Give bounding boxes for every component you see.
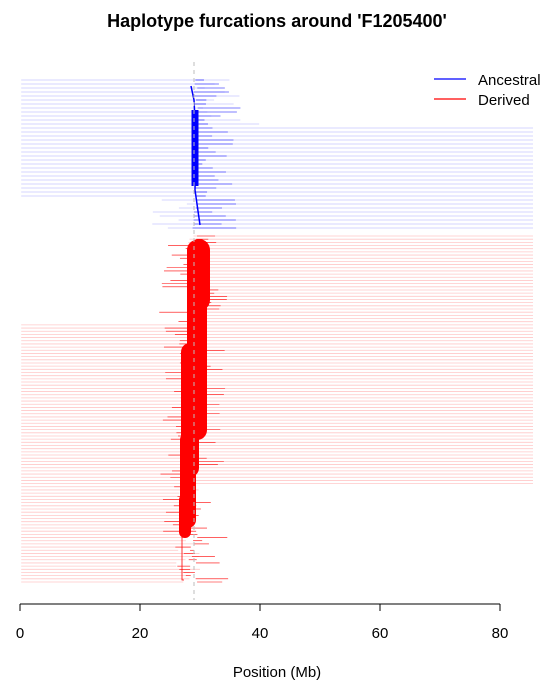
x-axis-label: Position (Mb): [233, 664, 321, 681]
bold-tree-segments: [179, 85, 210, 581]
chart-title: Haplotype furcations around 'F1205400': [107, 11, 447, 31]
x-tick-label: 0: [16, 625, 24, 642]
legend-label-derived: Derived: [478, 92, 530, 109]
x-tick-label: 20: [132, 625, 149, 642]
legend: Ancestral Derived: [434, 72, 541, 109]
x-tick-label: 40: [252, 625, 269, 642]
legend-label-ancestral: Ancestral: [478, 72, 541, 89]
derived-tail: [181, 535, 184, 581]
plot-area: [21, 79, 533, 583]
x-tick-label: 60: [372, 625, 389, 642]
x-tick-label: 80: [492, 625, 509, 642]
x-axis: 0 20 40 60 80: [16, 603, 509, 642]
